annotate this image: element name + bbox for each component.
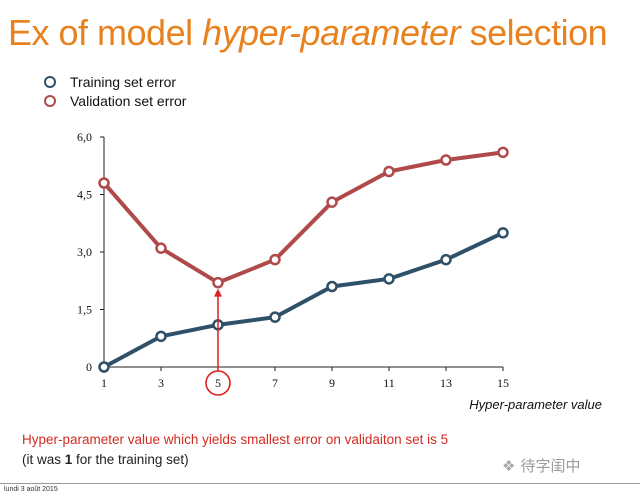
x-tick-label: 1 (101, 376, 107, 390)
note-line-2-prefix: (it was (22, 452, 65, 467)
circle-marker-icon (44, 94, 56, 107)
data-point-validation (212, 276, 224, 289)
series-line-validation (102, 150, 504, 285)
slide-title: Ex of model hyper-parameter selection (8, 12, 608, 54)
data-point-training (98, 361, 110, 373)
footer-bar: lundi 3 août 2015 (0, 483, 640, 497)
data-point-training (440, 253, 452, 266)
data-point-training (383, 273, 395, 285)
note-line-1: Hyper-parameter value which yields small… (22, 432, 449, 447)
data-point-validation (269, 253, 281, 266)
arrow-head-icon (214, 288, 222, 297)
y-tick-label: 4,5 (77, 188, 92, 202)
watermark: ❖ 待字闺中 (502, 455, 580, 476)
data-point-validation (326, 196, 338, 208)
data-point-validation (440, 154, 452, 166)
x-tick-label: 9 (329, 376, 335, 390)
title-part2: selection (460, 12, 608, 53)
title-emphasis: hyper-parameter (202, 12, 461, 53)
x-tick-label: 11 (383, 376, 395, 390)
x-tick-label: 5 (215, 376, 221, 390)
legend-label-training: Training set error (70, 73, 177, 90)
chart-legend: Training set error Validation set error (44, 72, 186, 110)
y-tick-label: 3,0 (77, 245, 92, 259)
line-chart: 01,53,04,56,01 3 5 7 9 11 13 15Hyper-parameter … (77, 130, 602, 412)
y-tick-label: 6,0 (77, 130, 92, 144)
data-point-validation (383, 165, 395, 178)
x-tick-label: 3 (158, 376, 164, 390)
note-line-2-suffix: for the training set) (72, 452, 189, 467)
circle-marker-icon (44, 75, 56, 88)
watermark-text: 待字闺中 (520, 458, 581, 475)
data-point-training (326, 280, 338, 293)
x-tick-label: 15 (497, 376, 509, 390)
note-line-2: (it was 1 for the training set) (22, 450, 189, 470)
x-axis-label: Hyper-parameter value (469, 397, 602, 412)
x-tick-label: 7 (272, 376, 278, 390)
wechat-icon: ❖ (502, 457, 516, 475)
data-point-training (155, 330, 167, 343)
title-part1: Ex of model (8, 12, 203, 53)
data-point-training (269, 311, 281, 323)
data-point-training (497, 227, 509, 239)
data-point-validation (98, 177, 110, 189)
y-tick-label: 0 (86, 360, 92, 374)
legend-item-training: Training set error (44, 72, 186, 91)
x-tick-label: 13 (440, 376, 452, 390)
legend-label-validation: Validation set error (70, 92, 187, 109)
y-tick-label: 1,5 (77, 303, 92, 317)
data-point-validation (155, 242, 167, 254)
note-line-2-bold: 1 (64, 452, 73, 467)
footer-date: lundi 3 août 2015 (4, 486, 58, 493)
legend-item-validation: Validation set error (44, 91, 186, 110)
series-line-training (103, 231, 504, 369)
data-point-validation (497, 146, 509, 159)
